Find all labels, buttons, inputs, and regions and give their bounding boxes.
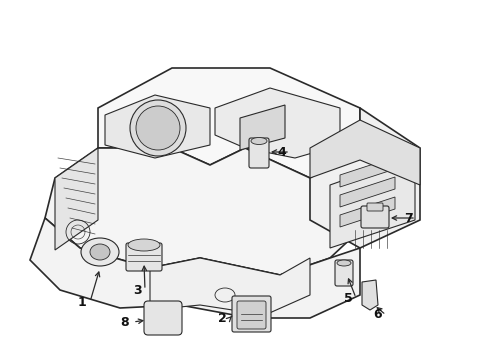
Polygon shape bbox=[330, 155, 415, 248]
Ellipse shape bbox=[128, 239, 160, 251]
Text: 4: 4 bbox=[278, 145, 286, 158]
Polygon shape bbox=[45, 148, 360, 275]
Polygon shape bbox=[362, 280, 378, 310]
Text: 5: 5 bbox=[343, 292, 352, 305]
Polygon shape bbox=[310, 120, 420, 185]
Polygon shape bbox=[150, 258, 310, 315]
Circle shape bbox=[136, 106, 180, 150]
Polygon shape bbox=[240, 105, 285, 150]
Text: 8: 8 bbox=[121, 315, 129, 328]
Polygon shape bbox=[30, 218, 360, 318]
Ellipse shape bbox=[90, 244, 110, 260]
FancyBboxPatch shape bbox=[237, 301, 266, 329]
FancyBboxPatch shape bbox=[335, 260, 353, 286]
Polygon shape bbox=[340, 177, 395, 207]
Text: 1: 1 bbox=[77, 296, 86, 309]
Circle shape bbox=[130, 100, 186, 156]
Polygon shape bbox=[310, 108, 420, 248]
Text: 2: 2 bbox=[218, 311, 226, 324]
Ellipse shape bbox=[251, 138, 267, 144]
Polygon shape bbox=[98, 68, 360, 178]
Ellipse shape bbox=[81, 238, 119, 266]
Polygon shape bbox=[340, 157, 395, 187]
FancyBboxPatch shape bbox=[367, 203, 383, 211]
FancyBboxPatch shape bbox=[126, 243, 162, 271]
FancyBboxPatch shape bbox=[144, 301, 182, 335]
FancyBboxPatch shape bbox=[232, 296, 271, 332]
FancyBboxPatch shape bbox=[361, 206, 389, 228]
Polygon shape bbox=[105, 95, 210, 158]
Polygon shape bbox=[55, 148, 98, 250]
Text: 7: 7 bbox=[404, 211, 413, 225]
FancyBboxPatch shape bbox=[249, 138, 269, 168]
Polygon shape bbox=[340, 197, 395, 227]
Text: 6: 6 bbox=[374, 309, 382, 321]
Text: 3: 3 bbox=[133, 284, 141, 297]
Polygon shape bbox=[215, 88, 340, 158]
Ellipse shape bbox=[337, 260, 351, 266]
